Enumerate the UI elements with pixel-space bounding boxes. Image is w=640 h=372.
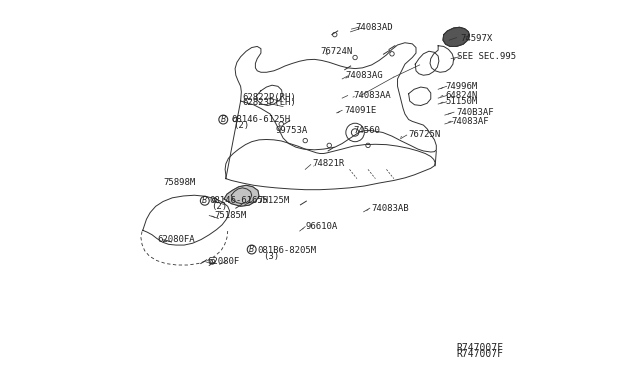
Text: 62822P(RH): 62822P(RH) [243,93,296,102]
Polygon shape [224,185,259,206]
Text: 081B6-8205M: 081B6-8205M [257,246,316,255]
Text: 64824N: 64824N [445,91,478,100]
Text: 74083AA: 74083AA [353,91,391,100]
Text: 74083AB: 74083AB [372,203,410,213]
Text: 76725N: 76725N [408,130,441,139]
Text: B: B [221,115,226,124]
Text: 08146-6125H: 08146-6125H [232,115,291,124]
Text: R747007F: R747007F [456,343,504,353]
Text: 75898M: 75898M [163,178,195,187]
Text: 74597X: 74597X [460,34,493,43]
Text: 08146-6165H: 08146-6165H [209,196,268,205]
Text: 74821R: 74821R [312,159,345,169]
Text: 62080FA: 62080FA [157,235,195,244]
Text: 74996M: 74996M [445,82,478,91]
Text: (2): (2) [233,121,250,129]
Text: 99753A: 99753A [276,126,308,135]
Text: 74091E: 74091E [344,106,376,115]
Text: 62080F: 62080F [207,257,239,266]
Text: (3): (3) [263,251,279,261]
Text: B: B [249,245,254,254]
Text: B: B [202,196,207,205]
Text: 74083AD: 74083AD [355,23,393,32]
Text: 75185M: 75185M [215,211,247,220]
Text: R747007F: R747007F [456,349,504,359]
Text: 74560: 74560 [353,126,380,135]
Text: 62823P(LH): 62823P(LH) [243,99,296,108]
Text: 74083AF: 74083AF [451,117,489,126]
Text: 96610A: 96610A [305,222,337,231]
Text: 740B3AF: 740B3AF [456,108,494,117]
Text: (2): (2) [211,202,227,211]
Text: 75125M: 75125M [257,196,289,205]
Text: SEE SEC.995: SEE SEC.995 [456,52,516,61]
Text: 51150M: 51150M [445,97,478,106]
Text: 76724N: 76724N [320,47,352,56]
Text: 74083AG: 74083AG [346,71,383,80]
Polygon shape [443,27,470,46]
